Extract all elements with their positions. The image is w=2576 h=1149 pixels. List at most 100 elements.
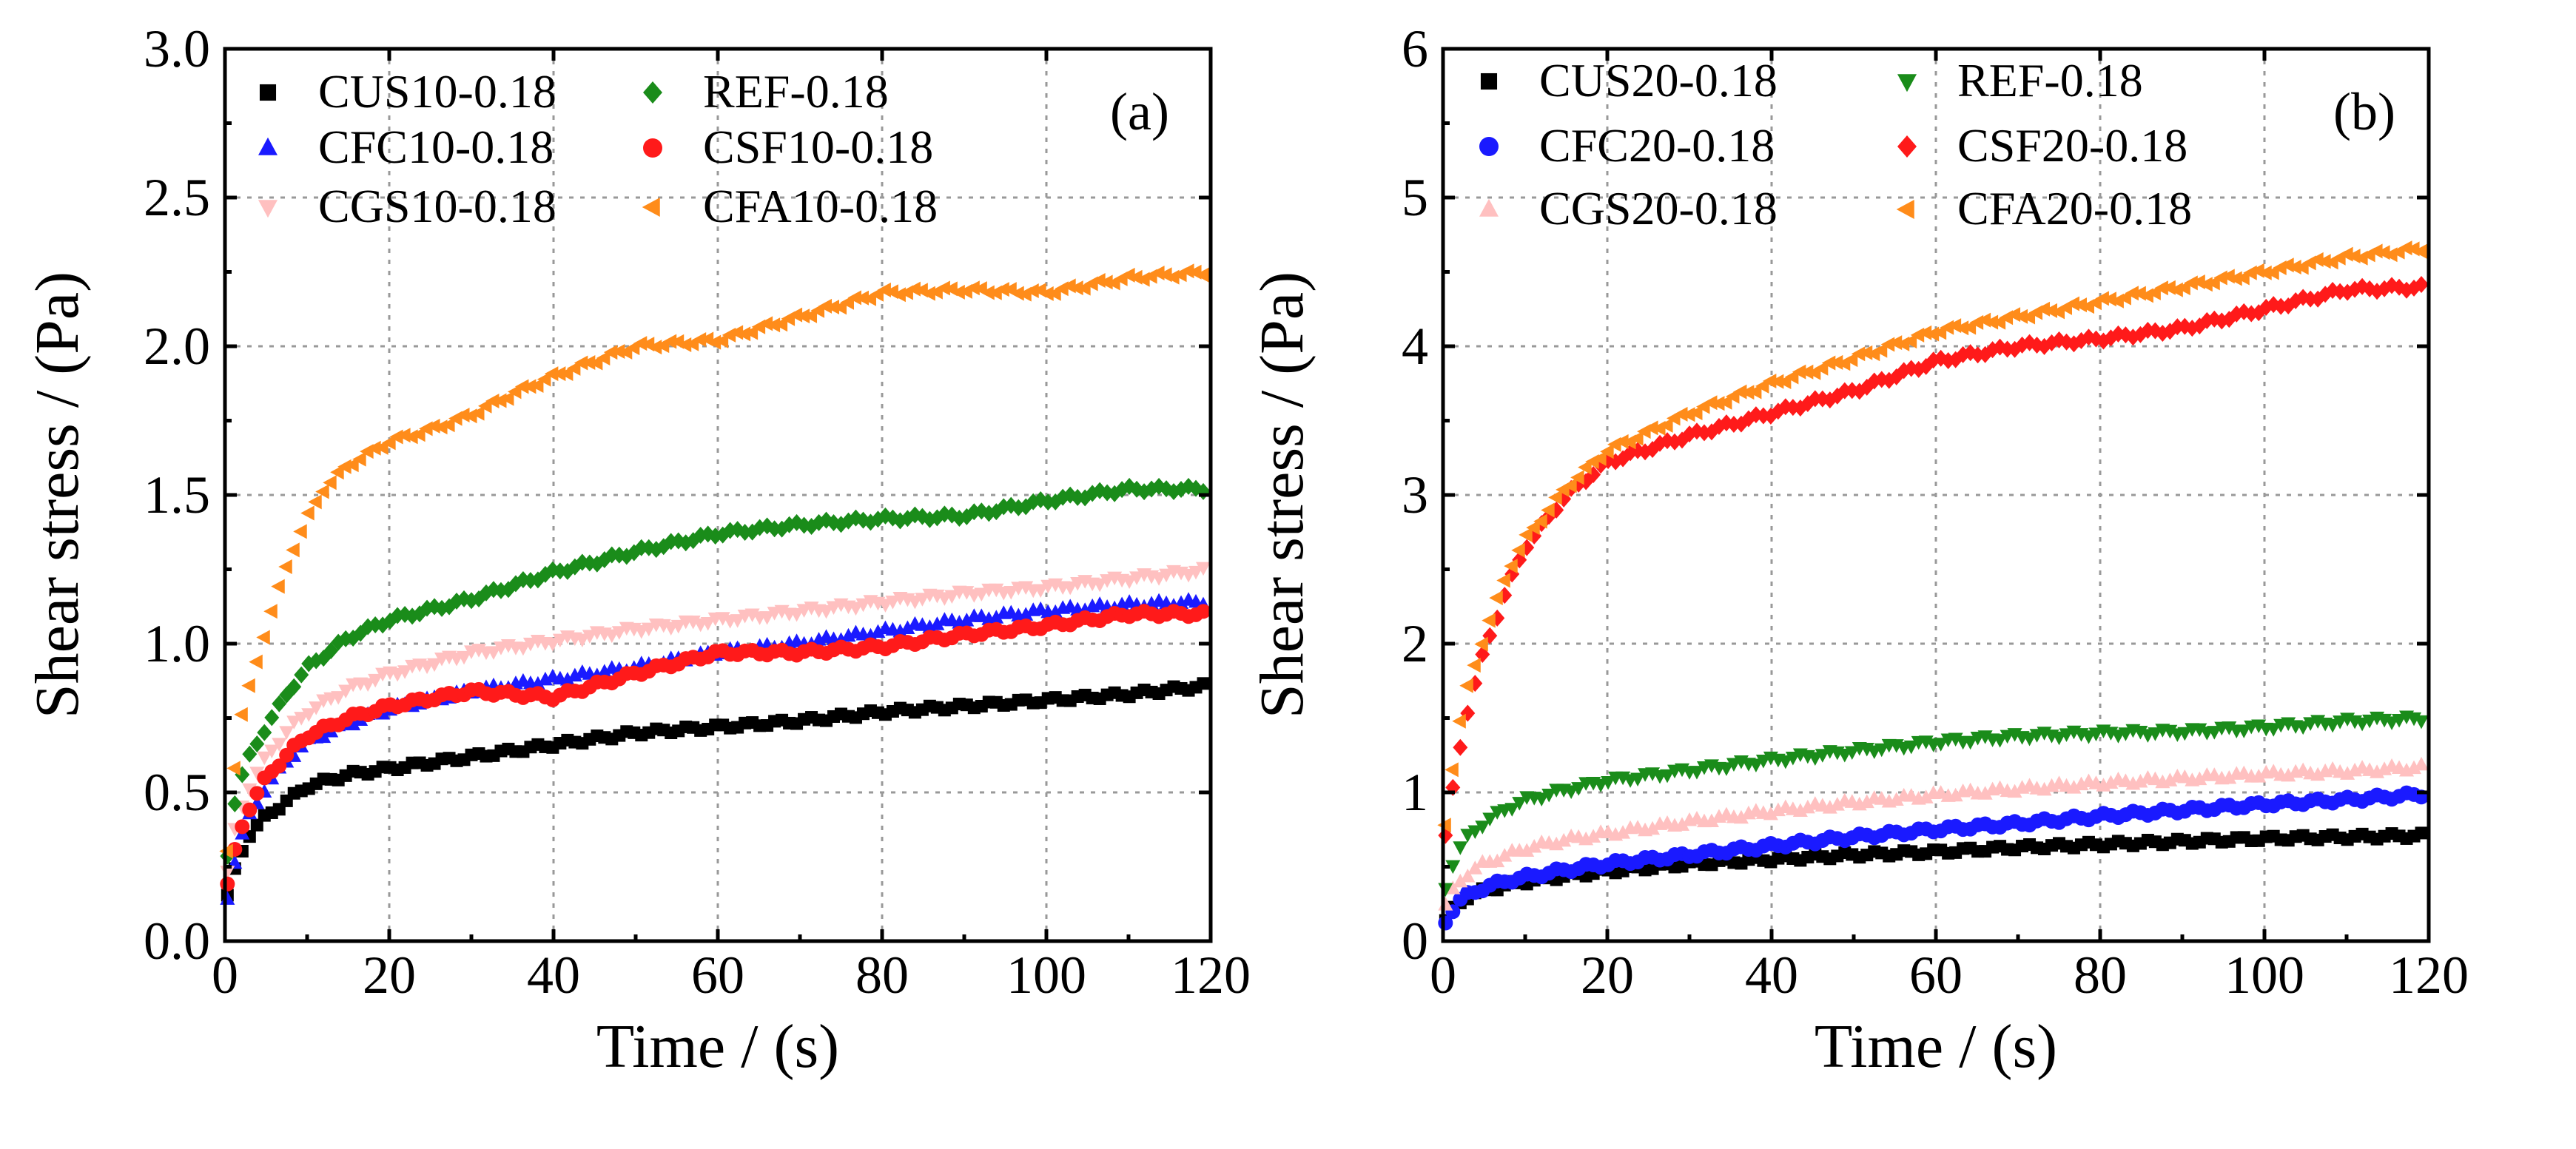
- data-point: [1645, 821, 1661, 835]
- data-point: [1586, 829, 1601, 843]
- data-point: [1556, 832, 1572, 847]
- data-point: [1482, 812, 1498, 827]
- chart-panel-b: 0 20 40 60 80 100 120 0 1 2 3 4 5 6 Time / (s) Shear st…: [1248, 19, 2469, 1081]
- data-point: [441, 417, 455, 433]
- legend-item: CFC20-0.18: [1479, 119, 1775, 172]
- data-point: [286, 678, 302, 695]
- legend-label: REF-0.18: [1957, 54, 2143, 107]
- data-point: [330, 465, 344, 480]
- data-point: [559, 672, 575, 686]
- data-point: [256, 630, 270, 645]
- data-point: [1025, 283, 1039, 299]
- data-point: [989, 610, 1004, 624]
- data-point: [485, 646, 501, 660]
- data-point: [293, 524, 307, 539]
- data-point: [368, 673, 383, 688]
- data-point: [242, 783, 258, 798]
- y-tick-label: 1.0: [144, 614, 210, 673]
- data-point: [2413, 243, 2427, 259]
- legend-item: CFA10-0.18: [642, 180, 938, 232]
- x-tick-label: 0: [1430, 946, 1456, 1005]
- data-point: [1851, 346, 1866, 362]
- data-point: [2310, 766, 2326, 781]
- data-point: [1180, 263, 1194, 279]
- data-point: [530, 675, 545, 690]
- data-point: [1489, 590, 1503, 606]
- data-point: [574, 355, 588, 371]
- data-point: [2073, 297, 2087, 313]
- data-point: [2287, 260, 2301, 275]
- data-point: [1533, 513, 1547, 529]
- data-point: [1122, 575, 1137, 590]
- data-point: [915, 593, 930, 607]
- series-cfa10-0.18: [219, 263, 1209, 859]
- legend-label: CFC20-0.18: [1539, 119, 1775, 172]
- data-point: [2414, 715, 2429, 730]
- legend-item: CGS10-0.18: [258, 180, 556, 232]
- data-point: [500, 391, 514, 406]
- data-point: [1858, 345, 1873, 360]
- data-point: [2132, 286, 2146, 301]
- x-axis-label: Time / (s): [1815, 1012, 2057, 1081]
- data-point: [566, 360, 581, 376]
- x-tick-label: 60: [691, 946, 744, 1005]
- data-point: [2177, 727, 2193, 741]
- data-point: [323, 475, 337, 491]
- data-point: [1778, 755, 1793, 769]
- data-point: [227, 795, 243, 812]
- data-point: [1674, 406, 1688, 422]
- series-cgs20-0.18: [1438, 756, 2429, 911]
- data-point: [1688, 405, 1703, 421]
- x-tick-label: 60: [1909, 946, 1963, 1005]
- data-point: [1534, 792, 1550, 807]
- data-point: [1704, 813, 1719, 828]
- data-point: [581, 355, 596, 371]
- data-point: [759, 611, 775, 625]
- data-point: [1814, 360, 1829, 376]
- x-tick-label: 120: [2389, 946, 2469, 1005]
- data-point: [397, 428, 411, 443]
- data-point: [582, 630, 597, 644]
- legend-marker: [1896, 200, 1914, 219]
- legend-marker: [1897, 135, 1917, 158]
- data-point: [1880, 337, 1895, 352]
- data-point: [272, 695, 287, 712]
- data-point: [670, 619, 686, 634]
- data-point: [1925, 326, 1940, 342]
- x-tick-label: 100: [2224, 946, 2304, 1005]
- data-point: [641, 622, 656, 637]
- data-point: [2192, 771, 2207, 786]
- x-tick-label: 80: [2074, 946, 2127, 1005]
- data-point: [2043, 303, 2058, 318]
- data-point: [1003, 586, 1019, 600]
- data-point: [242, 802, 258, 818]
- data-point: [877, 282, 891, 297]
- y-tick-label: 3: [1402, 465, 1428, 525]
- data-point: [249, 766, 265, 781]
- data-point: [1763, 806, 1778, 821]
- data-point: [1748, 758, 1763, 772]
- x-tick-label: 80: [855, 946, 909, 1005]
- data-point: [759, 316, 773, 331]
- data-point: [1519, 527, 1533, 542]
- y-tick-label: 1.5: [144, 465, 210, 525]
- legend-label: CFA20-0.18: [1957, 182, 2192, 235]
- legend-item: CUS10-0.18: [259, 65, 556, 118]
- y-tick-label: 4: [1402, 317, 1428, 376]
- data-point: [1453, 873, 1468, 888]
- legend-label: CUS10-0.18: [318, 65, 556, 118]
- data-point: [921, 286, 935, 301]
- data-point: [1747, 384, 1762, 400]
- y-tick-label: 2: [1402, 614, 1428, 673]
- data-point: [1844, 746, 1860, 760]
- legend-marker: [258, 200, 278, 218]
- data-point: [2258, 265, 2272, 280]
- data-point: [2169, 282, 2183, 297]
- data-point: [2281, 767, 2296, 782]
- data-point: [1630, 431, 1644, 446]
- x-tick-label: 40: [527, 946, 580, 1005]
- data-point: [278, 559, 292, 575]
- data-point: [2251, 769, 2267, 783]
- data-point: [936, 280, 950, 296]
- data-point: [1497, 848, 1513, 862]
